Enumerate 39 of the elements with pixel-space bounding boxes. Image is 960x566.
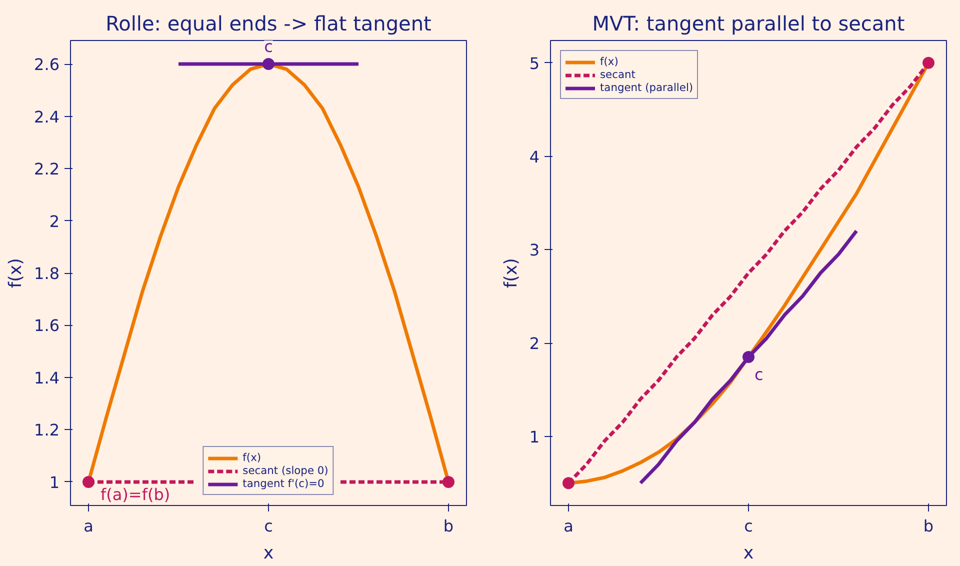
x-tick-label: c bbox=[744, 516, 753, 536]
y-tick-label: 3 bbox=[529, 240, 540, 260]
y-tick-label: 2.6 bbox=[34, 55, 60, 74]
legend-label: secant bbox=[600, 68, 636, 81]
legend-label: tangent (parallel) bbox=[600, 81, 694, 94]
y-tick-label: 1.4 bbox=[34, 368, 60, 388]
point bbox=[922, 56, 934, 69]
x-tick-label: a bbox=[84, 516, 94, 536]
x-tick-label: b bbox=[443, 516, 454, 536]
y-tick-label: 1.6 bbox=[34, 316, 60, 336]
point bbox=[562, 477, 574, 490]
y-tick-label: 2.4 bbox=[34, 107, 60, 126]
y-tick-label: 1.2 bbox=[34, 420, 60, 440]
y-tick-label: 5 bbox=[529, 54, 540, 73]
legend-label: secant (slope 0) bbox=[242, 464, 328, 477]
legend-label: f(x) bbox=[242, 451, 262, 464]
legend-label: tangent f'(c)=0 bbox=[242, 477, 324, 490]
x-tick-label: c bbox=[264, 516, 273, 536]
y-axis-title: f(x) bbox=[6, 258, 26, 288]
line-series bbox=[638, 229, 858, 485]
y-tick-label: 2 bbox=[49, 212, 60, 231]
annotation: c bbox=[754, 365, 764, 384]
x-axis-title: x bbox=[743, 544, 754, 564]
chart-title: Rolle: equal ends -> flat tangent bbox=[106, 12, 432, 36]
point bbox=[742, 351, 754, 364]
annotation: f(a)=f(b) bbox=[100, 484, 170, 504]
y-tick-label: 2 bbox=[529, 334, 540, 354]
annotation: c bbox=[264, 37, 273, 56]
chart-title: MVT: tangent parallel to secant bbox=[592, 12, 905, 36]
x-axis-title: x bbox=[263, 544, 274, 564]
y-tick-label: 1 bbox=[49, 472, 60, 492]
y-tick-label: 1.8 bbox=[34, 264, 60, 283]
legend-label: f(x) bbox=[600, 55, 620, 68]
y-tick-label: 2.2 bbox=[34, 160, 60, 179]
y-tick-label: 1 bbox=[529, 427, 540, 446]
x-tick-label: a bbox=[564, 516, 574, 536]
y-axis-title: f(x) bbox=[501, 258, 522, 288]
y-tick-label: 4 bbox=[529, 147, 540, 166]
x-tick-label: b bbox=[923, 516, 934, 536]
